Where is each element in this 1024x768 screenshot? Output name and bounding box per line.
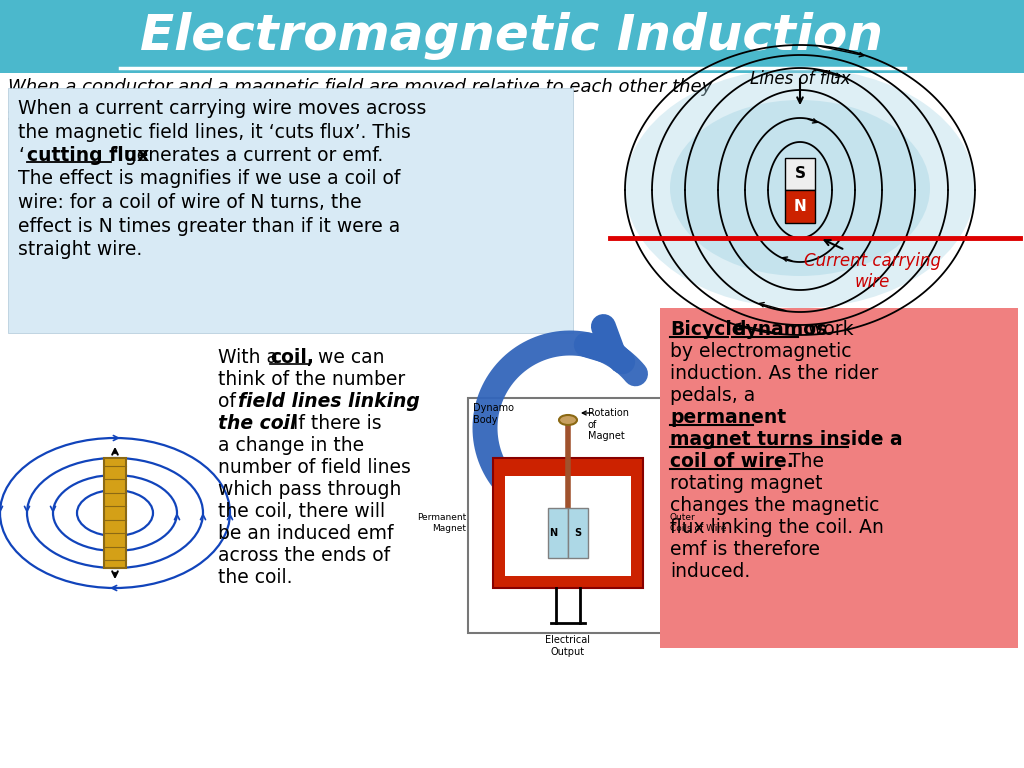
Text: be an induced emf: be an induced emf bbox=[218, 524, 393, 543]
Text: ‘: ‘ bbox=[18, 146, 24, 165]
Text: the coil.: the coil. bbox=[218, 568, 293, 587]
Text: . If there is: . If there is bbox=[281, 414, 382, 433]
Bar bbox=[568, 508, 588, 558]
Text: induced.: induced. bbox=[670, 562, 751, 581]
Text: the magnetic field lines, it ‘cuts flux’. This: the magnetic field lines, it ‘cuts flux’… bbox=[18, 123, 411, 141]
Text: of: of bbox=[218, 392, 242, 411]
Text: induction. As the rider: induction. As the rider bbox=[670, 364, 879, 383]
Text: Outer
Coils of Wire: Outer Coils of Wire bbox=[670, 513, 726, 533]
Text: N: N bbox=[794, 199, 806, 214]
Text: field lines linking: field lines linking bbox=[238, 392, 420, 411]
Text: Bicycle: Bicycle bbox=[670, 320, 744, 339]
Text: across the ends of: across the ends of bbox=[218, 546, 390, 565]
Text: coil,: coil, bbox=[270, 348, 314, 367]
Bar bbox=[548, 508, 568, 558]
Bar bbox=[468, 398, 668, 633]
Text: Lines of flux: Lines of flux bbox=[750, 70, 850, 88]
Text: by electromagnetic: by electromagnetic bbox=[670, 342, 852, 361]
Bar bbox=[660, 308, 1018, 648]
Text: Permanent
Magnet: Permanent Magnet bbox=[417, 513, 466, 533]
Text: Rotation
of
Magnet: Rotation of Magnet bbox=[588, 408, 629, 441]
Text: the coil: the coil bbox=[218, 414, 296, 433]
Text: Dynamo
Body: Dynamo Body bbox=[473, 403, 514, 425]
Text: Current carrying
wire: Current carrying wire bbox=[804, 252, 940, 291]
Text: permanent: permanent bbox=[670, 408, 786, 427]
Bar bbox=[104, 458, 126, 568]
Text: number of field lines: number of field lines bbox=[218, 458, 411, 477]
Text: effect is N times greater than if it were a: effect is N times greater than if it wer… bbox=[18, 217, 400, 236]
Text: a change in the: a change in the bbox=[218, 436, 365, 455]
Text: work: work bbox=[802, 320, 854, 339]
Text: we can: we can bbox=[312, 348, 384, 367]
Text: Electrical
Output: Electrical Output bbox=[546, 635, 591, 657]
Text: With a: With a bbox=[218, 348, 284, 367]
Text: magnet turns inside a: magnet turns inside a bbox=[670, 430, 902, 449]
Text: When a current carrying wire moves across: When a current carrying wire moves acros… bbox=[18, 99, 426, 118]
Bar bbox=[8, 88, 573, 333]
Text: think of the number: think of the number bbox=[218, 370, 406, 389]
Text: When a conductor and a magnetic field are moved relative to each other they
gene: When a conductor and a magnetic field ar… bbox=[8, 78, 713, 120]
Text: The effect is magnifies if we use a coil of: The effect is magnifies if we use a coil… bbox=[18, 170, 400, 188]
Text: the coil, there will: the coil, there will bbox=[218, 502, 385, 521]
Bar bbox=[0, 0, 1024, 73]
Bar bbox=[493, 458, 643, 588]
Text: changes the magnetic: changes the magnetic bbox=[670, 496, 880, 515]
Ellipse shape bbox=[625, 68, 975, 308]
Ellipse shape bbox=[559, 415, 577, 425]
Text: which pass through: which pass through bbox=[218, 480, 401, 499]
Text: coil of wire.: coil of wire. bbox=[670, 452, 794, 471]
Text: emf is therefore: emf is therefore bbox=[670, 540, 820, 559]
Text: ’ generates a current or emf.: ’ generates a current or emf. bbox=[113, 146, 383, 165]
Bar bbox=[785, 157, 815, 190]
Text: rotating magnet: rotating magnet bbox=[670, 474, 822, 493]
Text: S: S bbox=[795, 166, 806, 181]
Text: Electromagnetic Induction: Electromagnetic Induction bbox=[140, 12, 884, 60]
Text: wire: for a coil of wire of N turns, the: wire: for a coil of wire of N turns, the bbox=[18, 193, 361, 212]
Text: cutting flux: cutting flux bbox=[27, 146, 150, 165]
Text: S: S bbox=[574, 528, 582, 538]
Bar bbox=[505, 476, 631, 576]
Bar bbox=[785, 190, 815, 223]
Text: straight wire.: straight wire. bbox=[18, 240, 142, 259]
Text: flux linking the coil. An: flux linking the coil. An bbox=[670, 518, 884, 537]
Text: The: The bbox=[783, 452, 824, 471]
Text: dynamos: dynamos bbox=[732, 320, 827, 339]
Text: pedals, a: pedals, a bbox=[670, 386, 761, 405]
Text: N: N bbox=[549, 528, 557, 538]
Ellipse shape bbox=[670, 100, 930, 276]
